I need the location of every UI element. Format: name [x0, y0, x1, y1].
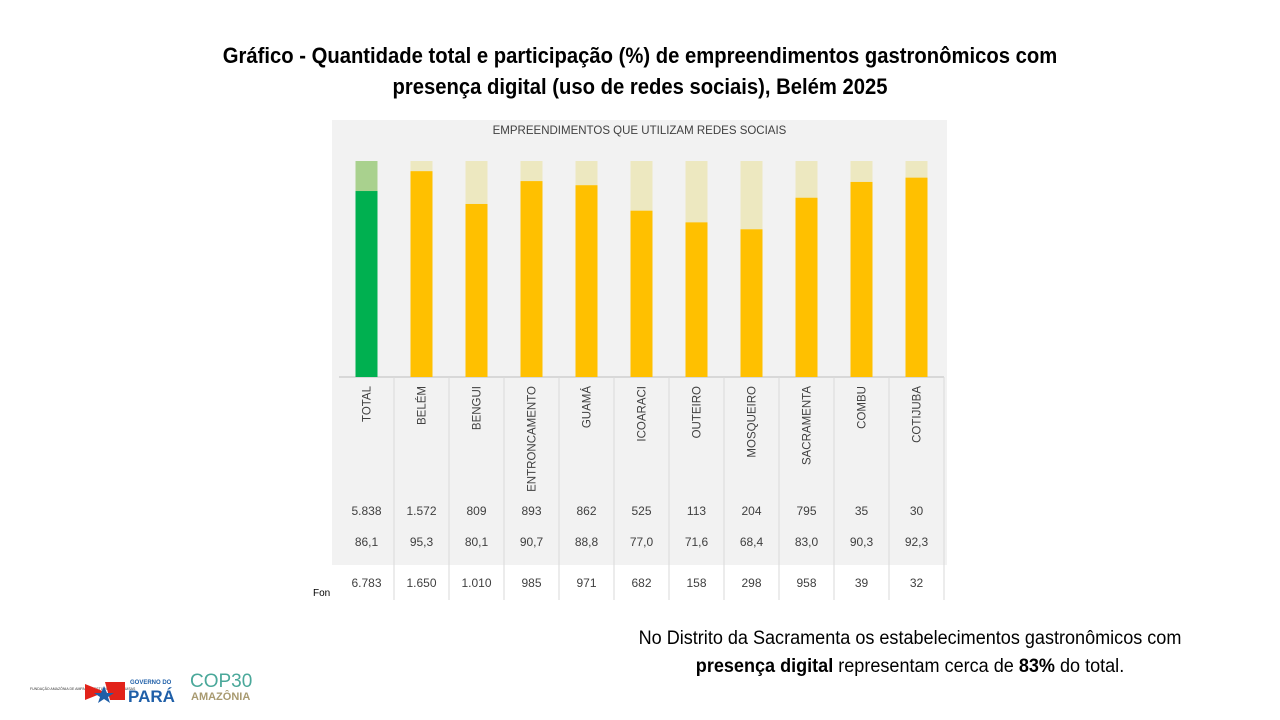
bar-remainder-1: [410, 161, 433, 172]
table-cell: 77,0: [630, 535, 654, 549]
page-title: Gráfico - Quantidade total e participaçã…: [180, 40, 1100, 102]
table-cell: 30: [910, 504, 924, 518]
bar-4: [575, 185, 598, 377]
table-cell: 5.838: [351, 504, 381, 518]
bar-remainder-3: [520, 161, 543, 182]
table-cell: 204: [741, 504, 761, 518]
amazonia-logo-text: AMAZÔNIA: [191, 690, 250, 703]
bar-remainder-6: [685, 161, 708, 223]
category-label: BELÉM: [416, 386, 429, 425]
category-label: COMBU: [857, 386, 869, 429]
table-cell: 298: [741, 576, 761, 590]
table-cell: 88,8: [575, 535, 599, 549]
bar-remainder-7: [740, 161, 763, 230]
table-cell: 958: [796, 576, 816, 590]
note: No Distrito da Sacramenta os estabelecim…: [578, 625, 1243, 681]
category-label: ICOARACI: [637, 386, 649, 442]
bar-remainder-10: [905, 161, 928, 178]
bar-remainder-0: [355, 161, 378, 192]
table-cell: 113: [687, 504, 706, 518]
table-cell: 83,0: [795, 535, 819, 549]
table-cell: 795: [796, 504, 816, 518]
bar-remainder-9: [850, 161, 873, 182]
table-cell: 92,3: [905, 535, 929, 549]
title-line-2: presença digital (uso de redes sociais),…: [392, 74, 888, 99]
table-cell: 1.650: [406, 576, 436, 590]
category-label: OUTEIRO: [692, 386, 704, 438]
bar-remainder-5: [630, 161, 653, 211]
table-cell: 90,7: [520, 535, 544, 549]
category-label: GUAMÁ: [581, 386, 594, 429]
para-flag-logo: [85, 682, 125, 703]
source-text: Fon: [313, 588, 331, 599]
bar-6: [685, 222, 708, 377]
bar-2: [465, 203, 488, 377]
table-cell: 90,3: [850, 535, 874, 549]
bar-remainder-2: [465, 161, 488, 204]
table-cell: 809: [466, 504, 486, 518]
cop30-logo-text: COP30: [190, 671, 252, 692]
category-label: COTIJUBA: [912, 386, 924, 443]
title-line-1: Gráfico - Quantidade total e participaçã…: [222, 43, 1058, 68]
table-cell: 1.010: [461, 576, 491, 590]
table-cell: 39: [855, 576, 869, 590]
note-bold-percent: 83%: [1018, 656, 1055, 677]
table-cell: 525: [631, 504, 651, 518]
table-cell: 80,1: [465, 535, 489, 549]
table-cell: 68,4: [740, 535, 764, 549]
category-label: ENTRONCAMENTO: [527, 386, 539, 492]
note-line-1: No Distrito da Sacramenta os estabelecim…: [638, 628, 1182, 649]
bar-10: [905, 177, 928, 377]
table-cell: 682: [631, 576, 651, 590]
table-cell: 893: [521, 504, 541, 518]
table-cell: 862: [576, 504, 596, 518]
bar-remainder-8: [795, 161, 818, 198]
logos: FUNDAÇÃO AMAZÔNIA DE AMPARO A ESTUDOS E …: [30, 671, 252, 706]
table-cell: 985: [521, 576, 541, 590]
gov-logo-text: GOVERNO DO: [130, 680, 172, 686]
category-label: MOSQUEIRO: [747, 386, 759, 458]
fapespa-logo-text: FUNDAÇÃO AMAZÔNIA DE AMPARO A ESTUDOS E …: [30, 686, 136, 691]
table-cell: 95,3: [410, 535, 434, 549]
category-label: TOTAL: [362, 385, 374, 422]
table-cell: 1.572: [406, 504, 436, 518]
category-label: SACRAMENTA: [802, 386, 814, 465]
bar-7: [740, 229, 763, 377]
bar-9: [850, 181, 873, 377]
table-cell: 35: [855, 504, 869, 518]
bar-0: [355, 191, 378, 377]
note-bold-digital: presença digital: [695, 656, 834, 677]
bar-remainder-4: [575, 161, 598, 186]
category-label: BENGUI: [472, 386, 484, 430]
table-cell: 71,6: [685, 535, 709, 549]
bar-5: [630, 210, 653, 377]
bar-3: [520, 181, 543, 377]
note-post: do total.: [1054, 656, 1125, 677]
table-row-bg: [332, 565, 947, 600]
table-cell: 971: [576, 576, 596, 590]
bar-8: [795, 197, 818, 377]
para-logo-text: PARÁ: [128, 687, 175, 706]
table-cell: 158: [686, 576, 706, 590]
note-mid: representam cerca de: [833, 656, 1019, 677]
chart-title: EMPREENDIMENTOS QUE UTILIZAM REDES SOCIA…: [492, 125, 787, 137]
table-cell: 32: [910, 576, 924, 590]
table-cell: 6.783: [351, 576, 381, 590]
bar-1: [410, 171, 433, 377]
table-cell: 86,1: [355, 535, 379, 549]
